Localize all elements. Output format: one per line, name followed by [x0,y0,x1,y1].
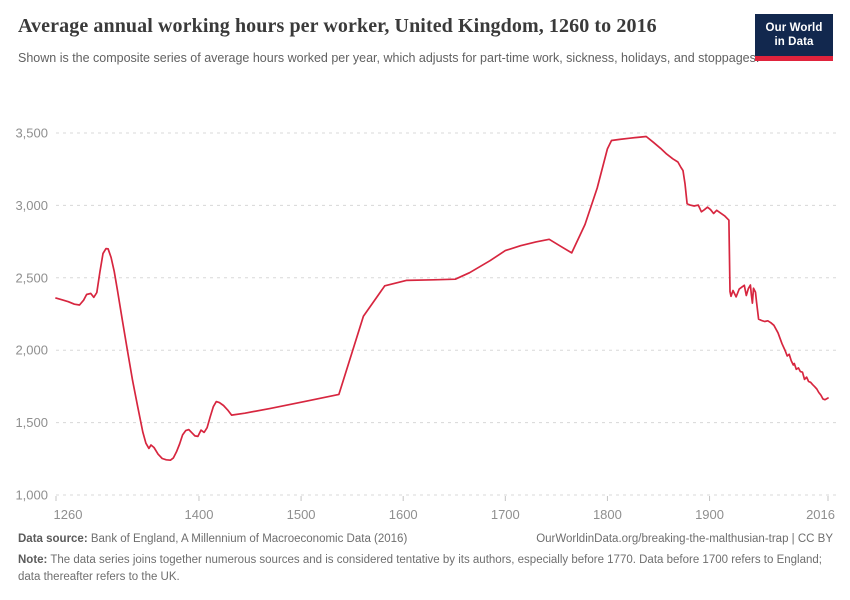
page-title: Average annual working hours per worker,… [18,15,657,37]
x-axis-tick-label: 1500 [287,507,316,522]
data-source-label: Data source: [18,533,88,545]
chart-note: Note: The data series joins together num… [18,552,833,587]
data-source: Data source: Bank of England, A Millenni… [18,533,407,545]
note-label: Note: [18,554,48,566]
y-axis-grid: 1,000 1,500 2,000 2,500 3,000 3,500 [15,126,838,503]
owid-logo-line2: in Data [774,36,814,49]
x-axis-tick-label: 1900 [695,507,724,522]
x-axis-tick-label: 1260 [54,507,83,522]
x-axis: 1260 1400 1500 1600 1700 1800 1900 2016 [54,496,835,522]
x-axis-tick-label: 2016 [806,507,835,522]
y-axis-tick-label: 1,000 [15,488,48,503]
y-axis-tick-label: 2,500 [15,270,48,285]
x-axis-tick-label: 1800 [593,507,622,522]
owid-logo: Our World in Data [755,14,833,61]
series-line-united-kingdom [55,135,829,462]
chart-header: Average annual working hours per worker,… [18,12,833,68]
x-axis-tick-label: 1700 [491,507,520,522]
y-axis-tick-label: 3,000 [15,198,48,213]
data-source-text: Bank of England, A Millennium of Macroec… [87,533,408,545]
x-axis-tick-label: 1400 [185,507,214,522]
y-axis-tick-label: 1,500 [15,415,48,430]
source-row: Data source: Bank of England, A Millenni… [18,533,833,545]
y-axis-tick-label: 2,000 [15,343,48,358]
note-text: The data series joins together numerous … [18,554,822,584]
chart-subtitle: Shown is the composite series of average… [18,51,760,65]
chart-footer: Data source: Bank of England, A Millenni… [18,533,833,587]
citation-link[interactable]: OurWorldinData.org/breaking-the-malthusi… [536,533,833,545]
owid-logo-line1: Our World [765,22,823,34]
x-axis-tick-label: 1600 [389,507,418,522]
y-axis-tick-label: 3,500 [15,126,48,141]
